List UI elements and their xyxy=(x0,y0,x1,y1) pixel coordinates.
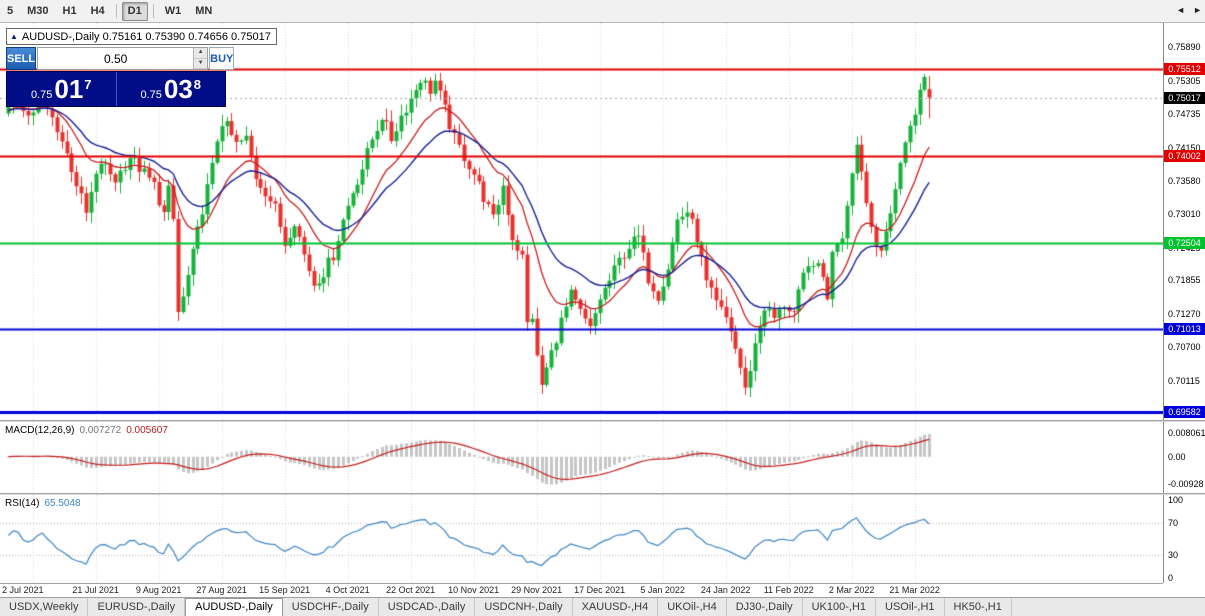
date-label: 15 Sep 2021 xyxy=(259,585,311,595)
price-axis-tick: 0.75890 xyxy=(1168,42,1201,52)
date-label: 22 Oct 2021 xyxy=(386,585,436,595)
timeframe-button-d1[interactable]: D1 xyxy=(121,1,148,21)
sell-button[interactable]: SELL xyxy=(6,47,37,70)
rsi-canvas[interactable] xyxy=(0,495,1163,583)
quote-divider xyxy=(115,72,117,106)
symbol-tab-hk50[interactable]: HK50-,H1 xyxy=(945,598,1012,616)
panel-splitter[interactable] xyxy=(0,420,1205,422)
chart-info-line: AUDUSD-,Daily 0.75161 0.75390 0.74656 0.… xyxy=(21,30,271,43)
date-label: 27 Aug 2021 xyxy=(196,585,247,595)
macd-axis-label: 0.008061 xyxy=(1168,428,1205,438)
lot-size-input[interactable] xyxy=(38,48,194,69)
macd-signal-value: 0.005607 xyxy=(126,425,168,436)
buy-button[interactable]: BUY xyxy=(209,47,235,70)
macd-axis-label: 0.00 xyxy=(1168,452,1186,462)
symbol-tab-dj30[interactable]: DJ30-,Daily xyxy=(727,598,803,616)
date-label: 4 Oct 2021 xyxy=(325,585,370,595)
date-label: 17 Dec 2021 xyxy=(574,585,626,595)
price-axis-tick: 0.71855 xyxy=(1168,275,1201,285)
timeframe-button-h1[interactable]: H1 xyxy=(62,5,77,17)
symbol-tab-audusd[interactable]: AUDUSD-,Daily xyxy=(185,598,283,616)
symbol-tab-uk100[interactable]: UK100-,H1 xyxy=(803,598,877,616)
symbol-tab-usdchf[interactable]: USDCHF-,Daily xyxy=(283,598,379,616)
date-label: 2 Jul 2021 xyxy=(2,585,44,595)
timeframe-button-5[interactable]: 5 xyxy=(7,5,14,17)
level-price-label: 0.69582 xyxy=(1164,406,1205,418)
macd-panel: MACD(12,26,9) 0.007272 0.005607 xyxy=(0,422,1163,493)
price-axis-tick: 0.75305 xyxy=(1168,76,1201,86)
level-price-label: 0.74002 xyxy=(1164,150,1205,162)
macd-label: MACD(12,26,9) 0.007272 0.005607 xyxy=(5,425,168,436)
tab-scroll-left-button[interactable]: ◄ xyxy=(1176,4,1186,15)
lot-spinner-up-icon[interactable]: ▲ xyxy=(194,48,208,59)
symbol-tab-usdcad[interactable]: USDCAD-,Daily xyxy=(379,598,476,616)
symbol-tab-bar: USDX,Weekly EURUSD-,Daily AUDUSD-,Daily USD… xyxy=(0,597,1205,616)
date-label: 21 Jul 2021 xyxy=(72,585,119,595)
price-axis-tick: 0.74150 xyxy=(1168,143,1201,153)
price-axis-tick: 0.71270 xyxy=(1168,309,1201,319)
level-price-label: 0.71013 xyxy=(1164,323,1205,335)
symbol-tab-usoil[interactable]: USOil-,H1 xyxy=(876,598,945,616)
one-click-trading-panel: SELL ▲ ▼ BUY 0.75 01 7 0.75 03 8 xyxy=(6,47,235,107)
bid-ask-quote-panel: 0.75 01 7 0.75 03 8 xyxy=(6,71,226,107)
rsi-axis-label: 70 xyxy=(1168,518,1179,528)
price-axis-tick: 0.73010 xyxy=(1168,209,1201,219)
rsi-value: 65.5048 xyxy=(44,498,81,509)
chart-info-box: ▲ AUDUSD-,Daily 0.75161 0.75390 0.74656 … xyxy=(6,28,277,45)
rsi-name: RSI(14) xyxy=(5,498,40,509)
chart-collapse-arrow-icon[interactable]: ▲ xyxy=(10,32,18,41)
rsi-label: RSI(14) 65.5048 xyxy=(5,498,81,509)
rsi-axis-label: 0 xyxy=(1168,573,1174,583)
date-label: 21 Mar 2022 xyxy=(889,585,940,595)
date-label: 24 Jan 2022 xyxy=(700,585,751,595)
date-label: 29 Nov 2021 xyxy=(511,585,563,595)
symbol-tab-ukoil[interactable]: UKOil-,H4 xyxy=(658,598,727,616)
bid-price[interactable]: 0.75 01 7 xyxy=(30,74,92,104)
toolbar-separator xyxy=(152,4,154,18)
level-price-label: 0.75512 xyxy=(1164,63,1205,75)
current-price-label: 0.75017 xyxy=(1164,92,1205,104)
lot-size-field: ▲ ▼ xyxy=(37,47,209,70)
date-axis[interactable]: 2 Jul 2021 21 Jul 2021 9 Aug 2021 27 Aug 20… xyxy=(0,583,1163,597)
price-axis-tick: 0.74735 xyxy=(1168,109,1201,119)
price-axis-tick: 0.70115 xyxy=(1168,376,1200,386)
macd-main-value: 0.007272 xyxy=(79,425,122,436)
symbol-tab-usdx[interactable]: USDX,Weekly xyxy=(0,598,89,616)
tab-scroll-right-button[interactable]: ► xyxy=(1193,4,1202,15)
lot-spinner-down-icon[interactable]: ▼ xyxy=(194,58,208,69)
level-price-label: 0.72504 xyxy=(1164,237,1205,249)
symbol-tab-usdcnh[interactable]: USDCNH-,Daily xyxy=(475,598,573,616)
panel-splitter[interactable] xyxy=(0,493,1205,495)
macd-axis-label: -0.00928 xyxy=(1168,479,1204,489)
date-label: 11 Feb 2022 xyxy=(763,585,814,595)
price-chart-panel: ▲ AUDUSD-,Daily 0.75161 0.75390 0.74656 … xyxy=(0,23,1163,420)
rsi-axis-label: 30 xyxy=(1168,550,1179,560)
symbol-tab-eurusd[interactable]: EURUSD-,Daily xyxy=(88,598,186,616)
price-axis-tick: 0.73580 xyxy=(1168,176,1201,186)
timeframe-button-mn[interactable]: MN xyxy=(195,5,213,17)
date-label: 10 Nov 2021 xyxy=(448,585,500,595)
timeframe-button-m30[interactable]: M30 xyxy=(27,5,49,17)
timeframe-button-w1[interactable]: W1 xyxy=(164,5,182,17)
timeframe-toolbar: 5 M30 H1 H4 D1 W1 MN xyxy=(0,0,1205,23)
rsi-panel: RSI(14) 65.5048 xyxy=(0,495,1163,583)
ask-price[interactable]: 0.75 03 8 xyxy=(140,74,202,104)
date-label: 9 Aug 2021 xyxy=(135,585,182,595)
toolbar-separator xyxy=(115,4,117,18)
macd-name: MACD(12,26,9) xyxy=(5,425,75,436)
rsi-axis-label: 100 xyxy=(1168,495,1184,505)
date-label: 2 Mar 2022 xyxy=(828,585,875,595)
symbol-tab-xauusd[interactable]: XAUUSD-,H4 xyxy=(573,598,659,616)
price-axis-column[interactable]: 0.75890 0.75305 0.74735 0.74150 0.73580 0.730… xyxy=(1163,23,1205,583)
timeframe-button-h4[interactable]: H4 xyxy=(90,5,105,17)
macd-canvas[interactable] xyxy=(0,422,1163,493)
tab-scroll-arrows: ◄ ► xyxy=(1176,0,1202,19)
lot-spinner: ▲ ▼ xyxy=(193,48,208,69)
date-label: 5 Jan 2022 xyxy=(640,585,685,595)
price-axis-tick: 0.70700 xyxy=(1168,342,1201,352)
